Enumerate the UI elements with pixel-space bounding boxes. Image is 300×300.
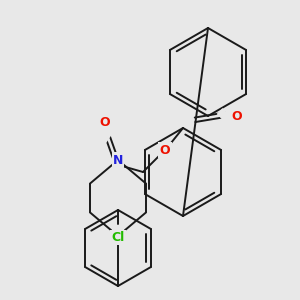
Text: O: O [160,143,170,157]
Text: O: O [232,110,242,124]
Text: N: N [113,230,123,242]
Text: O: O [100,116,110,129]
Text: N: N [113,154,123,166]
Text: Cl: Cl [111,231,124,244]
